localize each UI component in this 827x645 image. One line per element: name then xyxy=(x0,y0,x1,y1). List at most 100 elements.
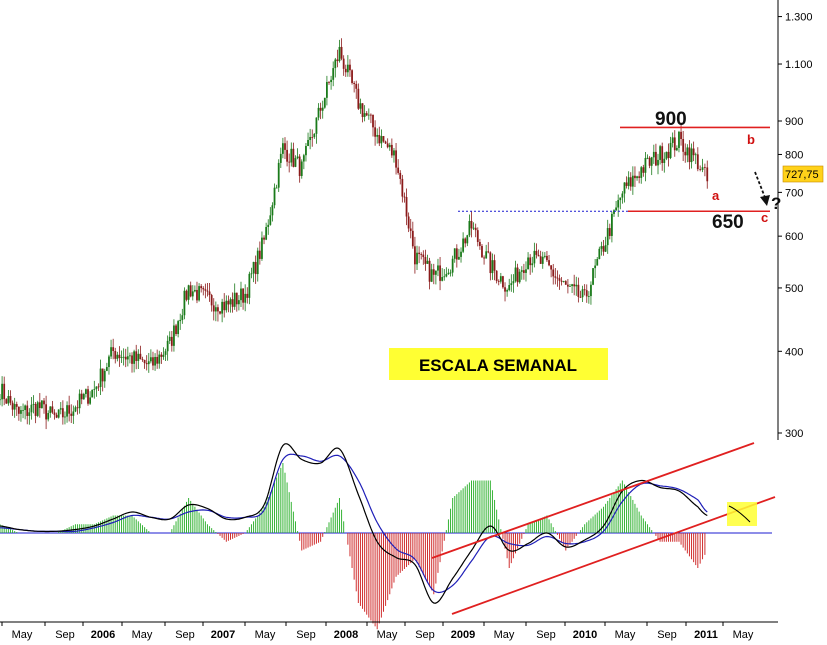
candle-body xyxy=(682,138,685,152)
candle-body xyxy=(242,288,244,303)
candle-body xyxy=(80,393,83,400)
candle-body xyxy=(661,146,664,164)
candle-body xyxy=(458,256,460,260)
candle-body xyxy=(390,144,393,156)
candle-body xyxy=(564,281,567,285)
candle-body xyxy=(623,182,626,194)
candle-body xyxy=(57,409,60,418)
candle-body xyxy=(411,230,414,247)
price-axis: 1.300 1.100 900 800 700 600 500 400 300 727,75 xyxy=(777,0,824,440)
candle-body xyxy=(309,136,312,141)
candle-body xyxy=(374,127,377,137)
candle-body xyxy=(416,252,418,265)
candle-body xyxy=(30,404,33,413)
candle-body xyxy=(571,284,573,286)
time-tick-label: May xyxy=(733,629,754,641)
candle-body xyxy=(298,156,301,176)
candle-body xyxy=(214,307,217,312)
candle-body xyxy=(49,406,52,414)
time-tick-label: May xyxy=(494,629,515,641)
price-tick-label: 400 xyxy=(785,346,803,358)
candle-body xyxy=(221,301,224,314)
candle-body xyxy=(388,144,391,148)
time-tick-label: Sep xyxy=(296,629,316,641)
candle-body xyxy=(543,255,546,257)
candle-body xyxy=(191,291,194,297)
candle-body xyxy=(59,408,62,410)
candle-body xyxy=(330,79,332,83)
time-tick-label: 2008 xyxy=(334,629,358,641)
candle-body xyxy=(315,117,318,134)
candle-body xyxy=(206,290,209,292)
candle-body xyxy=(108,356,110,368)
candle-body xyxy=(646,157,649,159)
candle-body xyxy=(66,405,68,417)
candle-body xyxy=(437,265,439,271)
projection-arrow xyxy=(754,171,767,201)
candle-body xyxy=(208,291,211,296)
candle-body xyxy=(20,410,22,414)
candle-body xyxy=(143,359,146,364)
wave-label-c: c xyxy=(761,210,768,225)
candle-body xyxy=(650,157,653,166)
projection-arrowhead xyxy=(760,195,770,206)
candle-body xyxy=(370,114,372,116)
candle-body xyxy=(485,251,488,259)
candle-body xyxy=(112,347,115,352)
candle-body xyxy=(453,248,456,259)
candle-body xyxy=(430,269,433,282)
candle-body xyxy=(581,289,584,298)
candle-body xyxy=(273,187,276,206)
candle-body xyxy=(248,273,251,298)
candle-body xyxy=(439,265,441,281)
candle-body xyxy=(256,250,259,275)
time-tick-label: 2010 xyxy=(573,629,597,641)
candle-body xyxy=(560,280,563,282)
candle-body xyxy=(566,284,569,287)
candle-body xyxy=(275,187,278,189)
label-900: 900 xyxy=(655,109,687,130)
candle-body xyxy=(602,246,605,252)
candle-body xyxy=(592,268,594,285)
candle-body xyxy=(183,290,186,316)
candle-body xyxy=(149,357,152,362)
candle-body xyxy=(217,307,219,312)
candle-body xyxy=(533,250,536,264)
candle-body xyxy=(36,402,39,416)
candle-body xyxy=(265,226,268,240)
candle-body xyxy=(11,402,14,410)
candle-body xyxy=(34,403,37,416)
candle-body xyxy=(97,386,100,388)
candle-body xyxy=(135,351,138,361)
candle-body xyxy=(185,290,188,300)
candle-body xyxy=(403,196,406,198)
candle-body xyxy=(701,167,704,170)
candle-body xyxy=(462,238,465,252)
banner-text: ESCALA SEMANAL xyxy=(419,356,577,375)
candle-body xyxy=(680,131,682,139)
candle-body xyxy=(657,159,659,166)
price-tick-label: 1.300 xyxy=(785,12,813,24)
candle-body xyxy=(455,248,458,260)
candle-body xyxy=(539,256,542,264)
candle-body xyxy=(445,274,448,277)
candle-body xyxy=(15,404,18,407)
candle-body xyxy=(284,143,286,150)
candle-body xyxy=(198,286,200,301)
candle-body xyxy=(476,230,479,242)
candle-body xyxy=(409,228,412,231)
candle-body xyxy=(422,254,425,258)
candle-body xyxy=(535,250,538,255)
candle-body xyxy=(606,228,609,246)
candle-body xyxy=(164,351,167,355)
candle-body xyxy=(55,414,58,418)
candle-body xyxy=(569,285,571,287)
candle-body xyxy=(53,412,56,415)
candle-body xyxy=(196,289,198,301)
candle-body xyxy=(493,260,496,271)
candle-body xyxy=(338,46,341,62)
candle-body xyxy=(82,393,85,400)
candle-body xyxy=(145,363,148,365)
candle-body xyxy=(520,270,523,272)
candle-body xyxy=(51,406,54,413)
